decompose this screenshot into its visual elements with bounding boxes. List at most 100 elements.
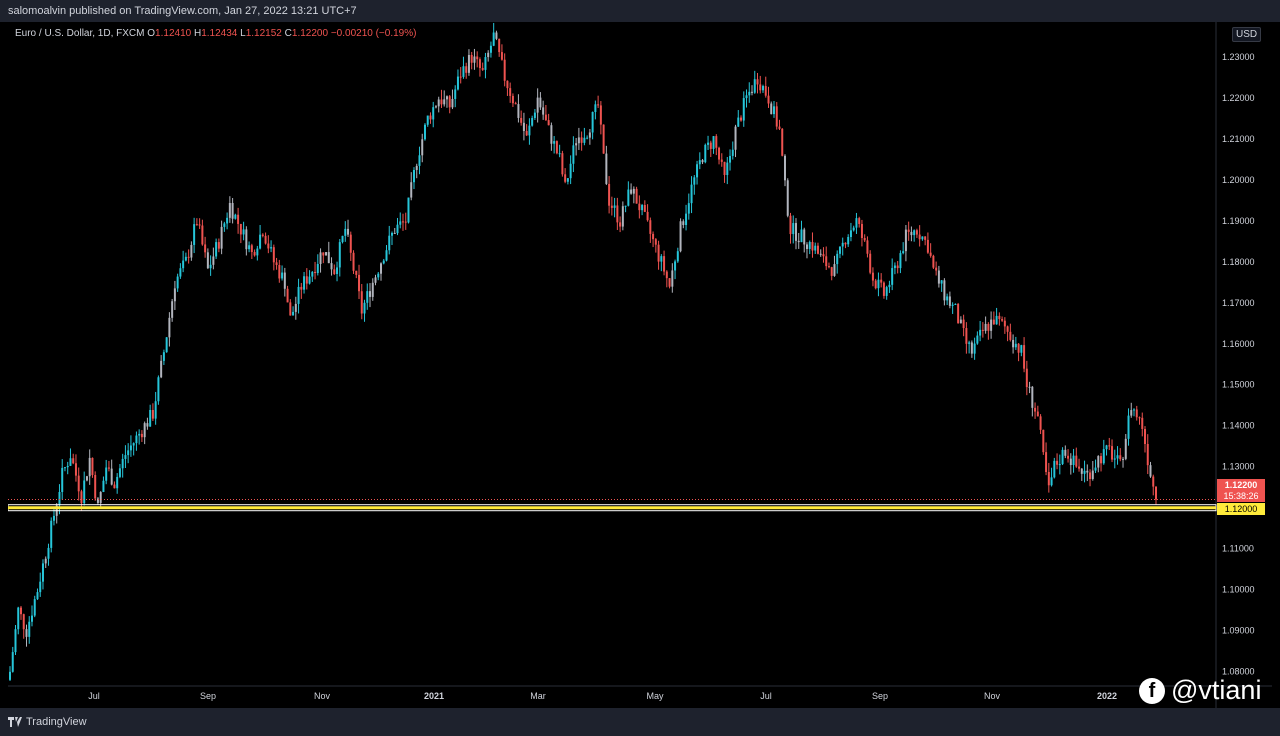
candle[interactable] — [473, 48, 476, 70]
candle[interactable] — [753, 70, 756, 94]
candle[interactable] — [882, 281, 885, 299]
candle[interactable] — [899, 250, 902, 274]
candle[interactable] — [248, 241, 251, 253]
candle[interactable] — [759, 75, 762, 94]
candle[interactable] — [1119, 448, 1122, 462]
candle[interactable] — [421, 133, 424, 163]
candle[interactable] — [478, 57, 481, 77]
candle[interactable] — [701, 159, 704, 165]
candle[interactable] — [105, 459, 108, 485]
candle[interactable] — [575, 138, 578, 156]
candle[interactable] — [627, 181, 630, 207]
candle[interactable] — [522, 112, 525, 141]
candle[interactable] — [44, 556, 47, 569]
candle[interactable] — [1058, 454, 1061, 475]
candle[interactable] — [228, 196, 231, 223]
candle[interactable] — [355, 270, 358, 279]
candle[interactable] — [292, 306, 295, 316]
candle[interactable] — [465, 62, 468, 79]
candle[interactable] — [816, 242, 819, 255]
candle[interactable] — [605, 145, 608, 186]
candle[interactable] — [1053, 457, 1056, 479]
candle[interactable] — [294, 296, 297, 320]
candle[interactable] — [665, 270, 668, 288]
candle[interactable] — [237, 207, 240, 234]
candle[interactable] — [1047, 462, 1050, 493]
candle[interactable] — [22, 613, 25, 639]
candle[interactable] — [657, 240, 660, 270]
candle[interactable] — [954, 303, 957, 305]
candle[interactable] — [259, 225, 262, 250]
tradingview-logo[interactable]: TradingView — [8, 716, 87, 728]
candle[interactable] — [28, 616, 31, 644]
candle[interactable] — [39, 572, 42, 597]
candle[interactable] — [926, 232, 929, 254]
candle[interactable] — [888, 280, 891, 293]
candle[interactable] — [72, 453, 75, 465]
candle[interactable] — [775, 102, 778, 130]
candle[interactable] — [1064, 445, 1067, 459]
candle[interactable] — [891, 258, 894, 291]
candle[interactable] — [432, 101, 435, 128]
candle[interactable] — [767, 86, 770, 108]
candle[interactable] — [808, 240, 811, 255]
candle[interactable] — [990, 311, 993, 339]
candle[interactable] — [116, 473, 119, 494]
candle[interactable] — [536, 88, 539, 123]
candle[interactable] — [1124, 434, 1127, 461]
candle[interactable] — [863, 234, 866, 243]
candle[interactable] — [1146, 434, 1149, 475]
candle[interactable] — [74, 454, 77, 482]
candle[interactable] — [283, 267, 286, 297]
candle[interactable] — [193, 217, 196, 254]
candle[interactable] — [498, 38, 501, 57]
candle[interactable] — [740, 115, 743, 122]
candle[interactable] — [1091, 460, 1094, 481]
candle[interactable] — [445, 95, 448, 108]
candle[interactable] — [173, 280, 176, 310]
candle[interactable] — [641, 203, 644, 216]
candle[interactable] — [129, 435, 132, 457]
candle[interactable] — [182, 250, 185, 273]
candle[interactable] — [751, 85, 754, 96]
currency-button[interactable]: USD — [1232, 27, 1262, 42]
candle[interactable] — [984, 316, 987, 334]
candle[interactable] — [586, 135, 589, 140]
candle[interactable] — [190, 241, 193, 261]
candle[interactable] — [885, 285, 888, 300]
candle[interactable] — [467, 49, 470, 76]
candle[interactable] — [1056, 453, 1059, 470]
candle[interactable] — [860, 219, 863, 247]
candle[interactable] — [195, 218, 198, 226]
candle[interactable] — [88, 449, 91, 485]
candle[interactable] — [410, 172, 413, 201]
candle[interactable] — [206, 248, 209, 270]
candle[interactable] — [1094, 459, 1097, 474]
candle[interactable] — [998, 312, 1001, 326]
candle[interactable] — [1028, 381, 1031, 394]
candle[interactable] — [517, 94, 520, 123]
candle[interactable] — [204, 236, 207, 258]
candle[interactable] — [418, 146, 421, 175]
candle[interactable] — [591, 111, 594, 140]
candle[interactable] — [234, 213, 237, 220]
candle[interactable] — [663, 250, 666, 276]
candle[interactable] — [223, 221, 226, 232]
candle[interactable] — [737, 110, 740, 127]
candle[interactable] — [245, 226, 248, 256]
candle[interactable] — [597, 95, 600, 109]
candle[interactable] — [1020, 344, 1023, 357]
candle[interactable] — [85, 475, 88, 482]
candle[interactable] — [794, 218, 797, 250]
candle[interactable] — [363, 299, 366, 322]
candle[interactable] — [940, 280, 943, 292]
candle[interactable] — [528, 118, 531, 145]
candle[interactable] — [979, 320, 982, 342]
candle[interactable] — [539, 92, 542, 110]
candle[interactable] — [459, 67, 462, 84]
candle[interactable] — [47, 543, 50, 566]
candle[interactable] — [668, 278, 671, 289]
candle[interactable] — [209, 255, 212, 276]
candle[interactable] — [542, 100, 545, 120]
candle[interactable] — [781, 128, 784, 157]
